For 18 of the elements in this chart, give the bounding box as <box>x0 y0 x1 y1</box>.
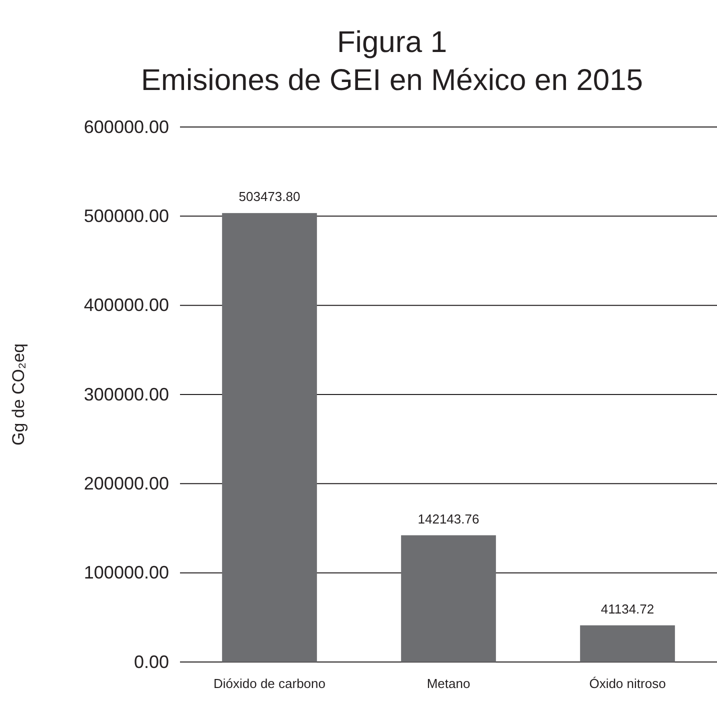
y-tick-label: 200000.00 <box>84 473 169 494</box>
chart-title: Figura 1 Emisiones de GEI en México en 2015 <box>141 26 643 97</box>
y-tick-label: 0.00 <box>134 652 169 672</box>
data-label: 503473.80 <box>238 189 300 204</box>
data-label: 142143.76 <box>418 511 480 526</box>
x-tick-label: Óxido nitroso <box>589 676 666 692</box>
data-label: 41134.72 <box>600 601 654 616</box>
y-axis-title: Gg de CO₂eq <box>9 343 28 446</box>
y-tick-label: 600000.00 <box>84 116 169 137</box>
x-tick-label: Dióxido de carbono <box>213 676 326 692</box>
x-tick-label: Metano <box>426 676 470 692</box>
y-tick-label: 100000.00 <box>84 562 169 583</box>
bar <box>580 625 675 662</box>
y-tick-label: 500000.00 <box>84 206 169 226</box>
bar <box>401 535 496 662</box>
y-tick-label: 300000.00 <box>84 384 169 404</box>
y-tick-label: 400000.00 <box>84 295 169 316</box>
bar <box>222 213 317 662</box>
